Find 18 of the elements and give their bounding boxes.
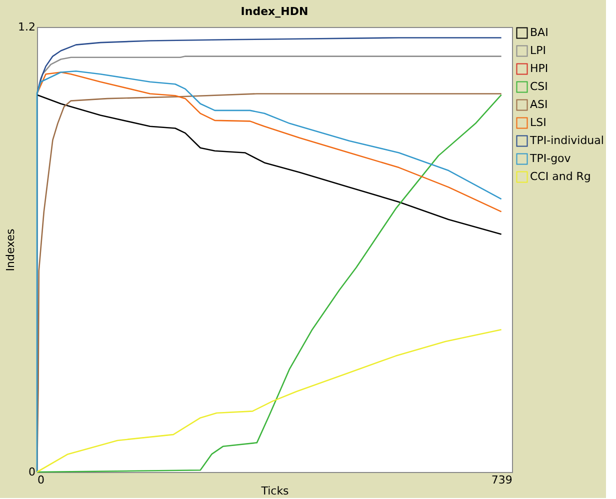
legend-label: ASI bbox=[530, 98, 548, 111]
line-series bbox=[36, 72, 502, 212]
legend-label: LSI bbox=[530, 116, 546, 129]
line-series bbox=[36, 328, 502, 473]
y-axis-title: Indexes bbox=[4, 228, 18, 272]
legend-label: CSI bbox=[530, 80, 548, 93]
chart-title: Index_HDN bbox=[240, 5, 308, 18]
legend-label: HPI bbox=[530, 62, 548, 75]
line-series bbox=[36, 37, 502, 94]
y-tick-label: 1.2 bbox=[18, 20, 36, 34]
line-series bbox=[36, 94, 502, 235]
legend-label: TPI-gov bbox=[529, 152, 572, 165]
legend-label: CCI and Rg bbox=[530, 170, 591, 183]
legend-label: BAI bbox=[530, 26, 548, 39]
legend-label: TPI-individual bbox=[529, 134, 604, 147]
x-axis-title: Ticks bbox=[260, 484, 290, 498]
x-tick-label: 739 bbox=[491, 474, 512, 486]
legend-label: LPI bbox=[530, 44, 546, 57]
